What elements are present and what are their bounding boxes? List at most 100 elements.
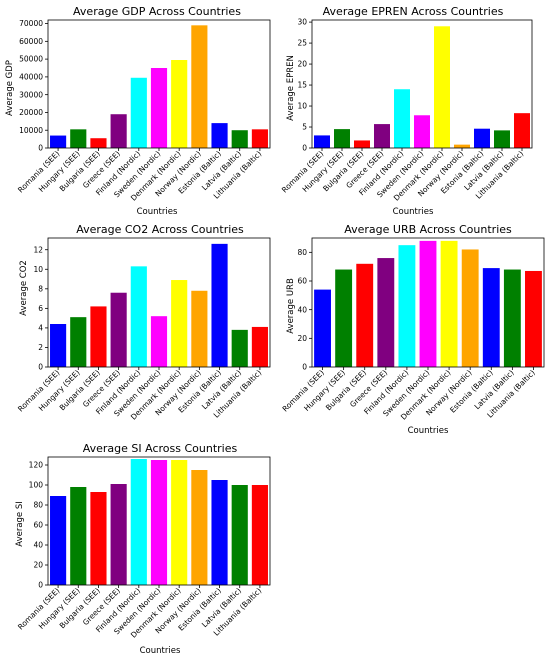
bar [211, 123, 228, 148]
bar [191, 470, 208, 585]
x-axis-label: Countries [393, 207, 434, 217]
bar [335, 269, 353, 367]
y-tick-label: 10000 [19, 126, 43, 135]
y-axis-label: Average GDP [5, 60, 15, 116]
y-tick-label: 80 [33, 501, 43, 510]
bar [50, 324, 67, 367]
bar [454, 144, 470, 148]
bar [377, 258, 395, 367]
bar [130, 459, 147, 585]
y-tick-label: 20000 [19, 108, 43, 117]
bar [50, 135, 67, 148]
y-tick-label: 0 [38, 581, 43, 590]
bar [50, 496, 67, 585]
y-tick-label: 40000 [19, 72, 43, 81]
y-tick-label: 20 [33, 561, 43, 570]
y-tick-label: 8 [38, 284, 43, 293]
bar [461, 249, 479, 367]
bar [374, 124, 390, 148]
x-axis-label: Countries [140, 646, 181, 656]
y-tick-label: 0 [38, 144, 43, 153]
co2-chart: Average CO2 Across Countries Average CO2… [16, 223, 271, 422]
bar [130, 77, 147, 148]
bar [394, 89, 410, 148]
y-tick-label: 0 [38, 363, 43, 372]
y-tick-label: 5 [302, 123, 307, 132]
chart-title: Average CO2 Across Countries [76, 223, 244, 236]
y-axis-label: Average SI [15, 501, 25, 547]
bar [231, 329, 248, 367]
si-chart: Average SI Across Countries Average SI C… [15, 442, 271, 656]
bar [231, 130, 248, 148]
y-tick-label: 20 [297, 334, 307, 343]
bar [482, 268, 500, 367]
y-tick-label: 100 [29, 481, 44, 490]
bar [171, 460, 188, 585]
y-axis-label: Average EPREN [286, 55, 296, 121]
bar [171, 60, 188, 148]
bar [130, 266, 147, 367]
y-tick-label: 50000 [19, 55, 43, 64]
x-axis-label: Countries [408, 426, 449, 436]
y-tick-label: 20 [297, 60, 307, 69]
bar [503, 269, 521, 367]
bar [419, 240, 437, 367]
bar [398, 245, 416, 367]
y-tick-label: 6 [38, 304, 43, 313]
bar [150, 460, 168, 585]
chart-title: Average EPREN Across Countries [323, 5, 504, 18]
bar [90, 306, 107, 367]
y-tick-label: 40 [297, 305, 307, 314]
y-tick-label: 80 [297, 248, 307, 257]
bar [211, 243, 228, 367]
bar [434, 26, 450, 148]
y-tick-label: 10 [297, 102, 307, 111]
y-tick-label: 60 [297, 277, 307, 286]
bar [525, 270, 542, 367]
bar [191, 290, 208, 367]
y-tick-label: 15 [297, 81, 307, 90]
bar [474, 128, 490, 148]
bar [494, 130, 510, 148]
bar [354, 140, 370, 148]
y-tick-label: 12 [33, 245, 43, 254]
y-tick-label: 4 [38, 324, 43, 333]
y-tick-label: 25 [297, 39, 307, 48]
y-tick-label: 0 [302, 144, 307, 153]
bar [110, 114, 127, 148]
y-axis-label: Average CO2 [19, 260, 29, 316]
y-tick-label: 40 [33, 541, 43, 550]
bar [70, 487, 87, 585]
bar [211, 480, 228, 585]
bar [70, 317, 87, 367]
bar [356, 263, 374, 367]
bar [314, 289, 331, 367]
bar [110, 292, 127, 367]
y-tick-label: 30 [297, 18, 307, 27]
bar [231, 485, 248, 585]
y-tick-label: 0 [302, 363, 307, 372]
bar [414, 115, 430, 148]
bar [70, 129, 87, 148]
epren-chart: Average EPREN Across Countries Average E… [280, 5, 533, 217]
bar [334, 129, 350, 148]
bar [110, 484, 127, 585]
bar [150, 68, 168, 148]
bar [251, 129, 268, 148]
y-tick-label: 120 [29, 461, 44, 470]
y-tick-label: 10 [33, 265, 43, 274]
bar [514, 113, 530, 148]
x-axis-label: Countries [137, 207, 178, 217]
bar [90, 138, 107, 148]
y-tick-label: 70000 [19, 19, 43, 28]
y-tick-label: 60 [33, 521, 43, 530]
bar [90, 492, 107, 585]
chart-title: Average URB Across Countries [344, 223, 512, 236]
bar [314, 135, 330, 148]
bar [171, 280, 188, 367]
bar [440, 240, 458, 367]
